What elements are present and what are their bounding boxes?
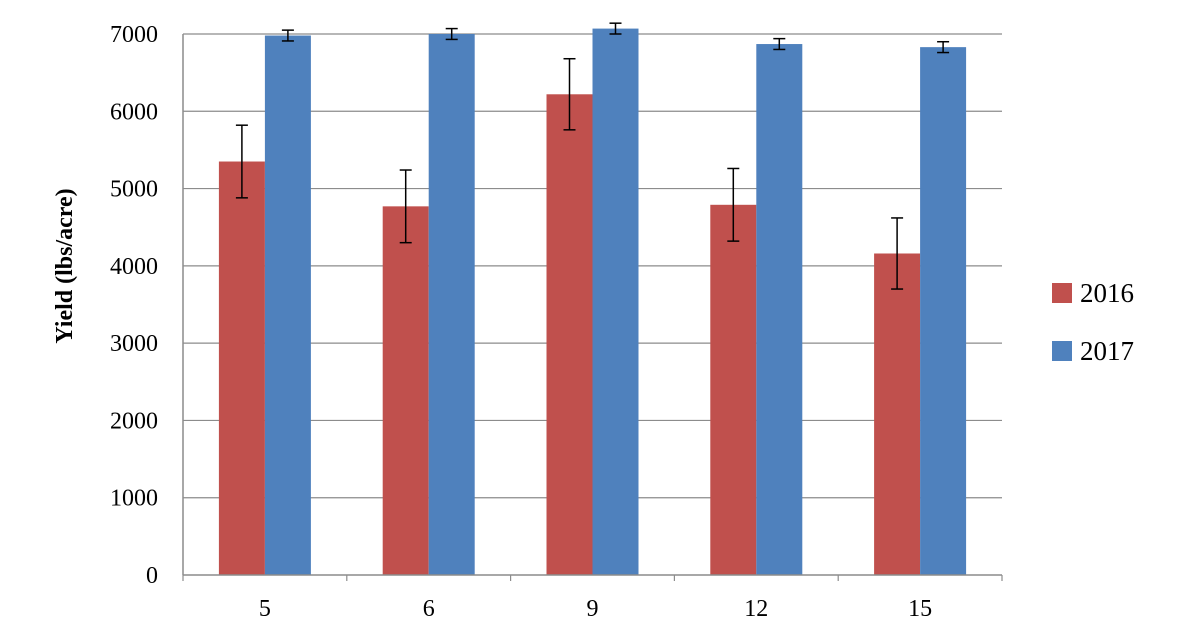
bar-2017-6 (428, 34, 475, 575)
axes (182, 34, 1003, 581)
bar-2017-9 (592, 28, 639, 575)
error-bars (235, 22, 950, 290)
y-tick-label: 3000 (110, 331, 158, 357)
bar-2016-9 (546, 94, 593, 575)
legend-label-2017: 2017 (1080, 336, 1134, 366)
bars (218, 28, 967, 576)
x-tick-label: 6 (423, 596, 435, 622)
legend-swatch-2016 (1052, 283, 1072, 303)
y-tick-label: 7000 (110, 22, 158, 48)
y-tick-label: 2000 (110, 408, 158, 434)
y-tick-label: 5000 (110, 177, 158, 203)
y-tick-label: 0 (146, 563, 158, 589)
legend: 2016 2017 (1052, 278, 1134, 366)
y-axis-title: Yield (lbs/acre) (52, 188, 78, 343)
x-tick-label: 5 (259, 596, 271, 622)
legend-swatch-2017 (1052, 341, 1072, 361)
bar-2016-15 (874, 253, 921, 575)
bar-2016-6 (382, 206, 429, 575)
x-tick-label: 15 (908, 596, 932, 622)
x-tick-label: 12 (744, 596, 768, 622)
bar-2016-5 (218, 161, 265, 575)
x-tick-labels: 5 6 9 12 15 (259, 596, 932, 622)
bar-2017-15 (920, 47, 967, 576)
y-tick-label: 1000 (110, 486, 158, 512)
y-tick-label: 6000 (110, 99, 158, 125)
bar-2016-12 (710, 204, 757, 575)
bar-2017-12 (756, 44, 803, 576)
x-tick-label: 9 (587, 596, 599, 622)
y-tick-label: 4000 (110, 254, 158, 280)
bar-2017-5 (264, 35, 311, 575)
y-tick-labels: 0 1000 2000 3000 4000 5000 6000 7000 (110, 22, 158, 589)
legend-label-2016: 2016 (1080, 278, 1134, 308)
